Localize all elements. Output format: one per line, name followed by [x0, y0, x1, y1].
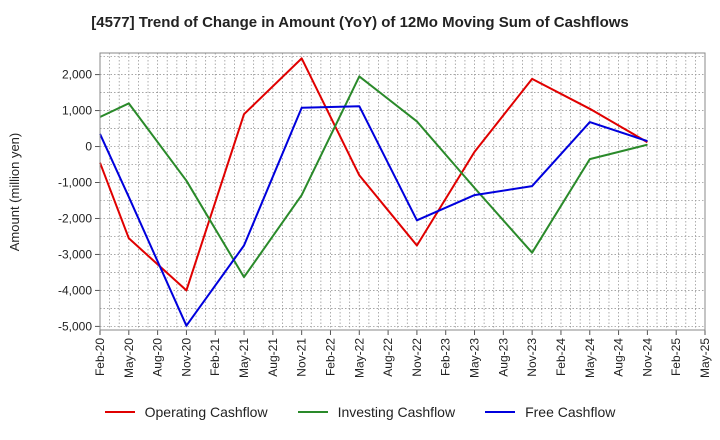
x-tick-label: Aug-20 [151, 338, 165, 377]
x-tick-label: Nov-22 [410, 338, 424, 377]
y-tick-label: -2,000 [58, 211, 92, 225]
x-tick-label: Aug-24 [612, 338, 626, 377]
x-tick-label: May-22 [352, 338, 366, 378]
x-tick-label: Aug-21 [266, 338, 280, 377]
x-tick-label: Nov-23 [525, 338, 539, 377]
x-tick-label: May-25 [698, 338, 712, 378]
x-tick-label: Feb-24 [554, 338, 568, 376]
x-tick-label: May-23 [468, 338, 482, 378]
y-tick-label: 0 [85, 140, 92, 154]
x-tick-label: May-24 [583, 338, 597, 378]
series-line-investing-cashflow [99, 75, 648, 279]
y-tick-label: -5,000 [58, 319, 92, 333]
legend-item-free: Free Cashflow [485, 404, 615, 420]
series-line-operating-cashflow [99, 57, 648, 292]
x-tick-label: Feb-20 [93, 338, 107, 376]
series-line-free-cashflow [99, 105, 648, 327]
y-tick-label: 1,000 [62, 104, 92, 118]
x-tick-label: Feb-21 [208, 338, 222, 376]
x-tick-label: Aug-23 [496, 338, 510, 377]
legend-label-operating: Operating Cashflow [144, 404, 268, 420]
x-tick-label: Feb-23 [439, 338, 453, 376]
x-tick-label: May-20 [122, 338, 136, 378]
legend-swatch-investing [297, 411, 328, 413]
legend-item-investing: Investing Cashflow [297, 404, 456, 420]
x-tick-label: Aug-22 [381, 338, 395, 377]
x-tick-label: Nov-24 [640, 338, 654, 377]
x-tick-label: Nov-21 [295, 338, 309, 377]
chart-title: [4577] Trend of Change in Amount (YoY) o… [91, 14, 629, 31]
legend-label-free: Free Cashflow [525, 404, 616, 420]
y-tick-label: -3,000 [58, 247, 92, 261]
series-lines [99, 57, 648, 327]
legend-item-operating: Operating Cashflow [104, 404, 268, 420]
plot-frame [99, 52, 706, 331]
y-axis-ticks: 2,000 1,000 0 -1,000 -2,000 -3,000 -4,000 -5,00… [58, 68, 100, 333]
x-tick-label: May-21 [237, 338, 251, 378]
y-axis-label: Amount (million yen) [7, 133, 22, 252]
x-tick-label: Feb-25 [669, 338, 683, 376]
y-tick-label: -1,000 [58, 176, 92, 190]
legend: Operating Cashflow Investing Cashflow Fr… [0, 404, 720, 420]
y-tick-label: 2,000 [62, 68, 92, 82]
x-axis-ticks: Feb-20 May-20 Aug-20 Nov-20 Feb-21 May-21 Aug-… [93, 330, 712, 378]
x-tick-label: Nov-20 [179, 338, 193, 377]
legend-swatch-free [485, 411, 516, 413]
legend-swatch-operating [104, 411, 135, 413]
legend-label-investing: Investing Cashflow [337, 404, 456, 420]
y-tick-label: -4,000 [58, 283, 92, 297]
x-tick-label: Feb-22 [323, 338, 337, 376]
